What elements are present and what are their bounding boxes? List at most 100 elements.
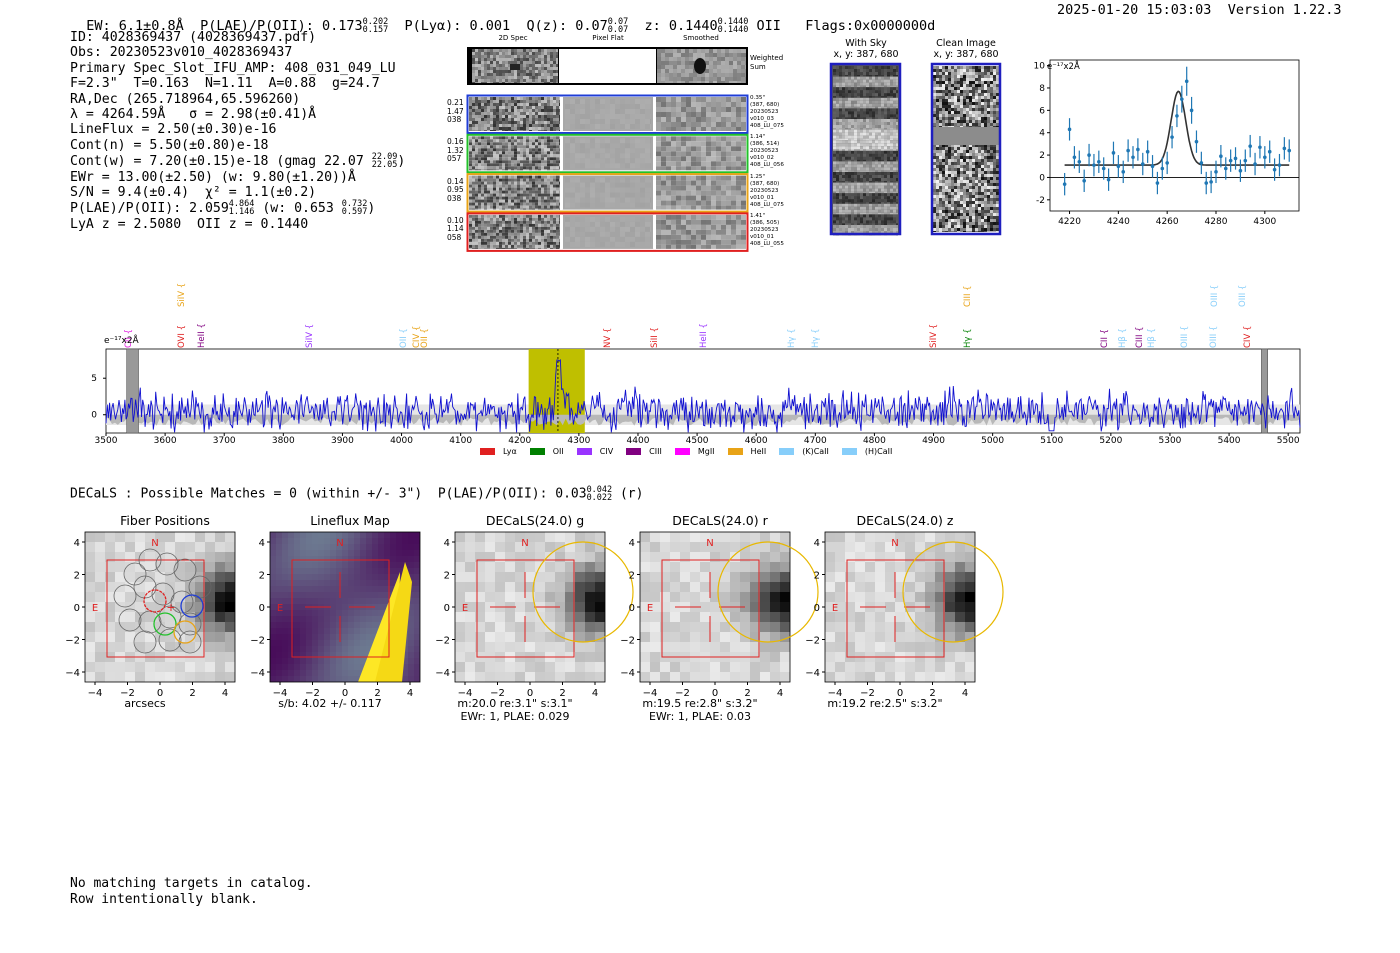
pixel <box>896 161 898 165</box>
pixel <box>842 175 845 178</box>
pixel <box>490 202 493 206</box>
pixel <box>523 208 526 210</box>
pixel <box>848 103 851 107</box>
pixel <box>508 139 511 143</box>
pixel <box>681 224 686 230</box>
pixel <box>686 239 691 245</box>
pixel <box>475 223 478 227</box>
pixel <box>475 175 478 179</box>
pixel <box>630 163 635 169</box>
pixel <box>484 52 487 55</box>
pixel <box>848 153 851 157</box>
pixel <box>665 49 669 53</box>
pixel <box>884 97 887 101</box>
pixel <box>511 58 514 61</box>
pixel <box>872 93 875 97</box>
pixel <box>881 153 884 157</box>
pixel <box>580 153 585 159</box>
pixel <box>535 232 538 236</box>
pixel <box>535 178 538 182</box>
pixel <box>490 73 493 76</box>
pixel <box>496 205 499 209</box>
pixel <box>605 114 610 119</box>
pixel <box>635 177 640 183</box>
pixel <box>502 238 505 242</box>
pixel <box>721 81 725 83</box>
info-plae: P(LAE)/P(OII): 2.0594.864 1.146 (w: 0.653… <box>70 199 376 218</box>
pixel <box>681 214 686 220</box>
pixel <box>535 202 538 206</box>
pixel <box>836 161 839 165</box>
pixel <box>978 117 981 120</box>
pixel <box>842 153 845 157</box>
pixel <box>580 119 585 124</box>
pixel <box>520 238 523 242</box>
pixel <box>505 193 508 197</box>
pixel <box>875 181 878 183</box>
pixel <box>508 217 511 221</box>
pixel <box>878 214 881 218</box>
pixel <box>851 188 854 192</box>
pixel <box>490 190 493 194</box>
pixel <box>620 119 625 124</box>
pixel <box>600 104 605 109</box>
pixel <box>848 90 851 94</box>
pixel <box>630 226 635 232</box>
pixel <box>681 234 686 240</box>
pixel <box>691 219 696 225</box>
pixel <box>842 191 845 194</box>
pixel <box>741 122 746 127</box>
pixel <box>514 232 517 236</box>
pixel <box>717 69 721 73</box>
pixel <box>975 90 978 93</box>
pixel <box>731 185 736 191</box>
clean-image <box>930 62 1002 236</box>
pixel <box>472 73 475 76</box>
pixel <box>605 99 610 104</box>
pixel <box>535 76 538 79</box>
pixel <box>990 105 993 108</box>
pixel <box>893 146 896 150</box>
pixel <box>893 156 896 160</box>
pixel <box>836 146 839 150</box>
pixel <box>987 114 990 117</box>
pixel <box>681 175 686 181</box>
pixel <box>469 235 472 239</box>
pixel <box>948 105 951 108</box>
pixel <box>661 219 666 225</box>
pixel <box>878 167 881 171</box>
cutout-flat-texture <box>565 177 651 208</box>
pixel <box>553 244 556 248</box>
pixel <box>472 136 475 140</box>
pixel <box>893 122 896 125</box>
pixel <box>984 75 987 78</box>
pixel <box>514 142 517 146</box>
pixel <box>671 122 676 127</box>
pixel <box>842 223 845 225</box>
pixel <box>657 73 661 77</box>
pixel <box>878 138 881 141</box>
pixel <box>745 53 746 57</box>
pixel <box>848 188 851 192</box>
pixel <box>478 151 481 155</box>
pixel <box>721 205 726 210</box>
pixel <box>860 161 863 165</box>
pixel <box>969 123 972 126</box>
pixel <box>487 154 490 158</box>
pixel <box>854 181 857 183</box>
pixel <box>969 105 972 108</box>
pixel <box>487 73 490 76</box>
pixel <box>845 143 848 147</box>
pixel <box>484 148 487 152</box>
pixel <box>508 58 511 61</box>
pixel <box>556 169 559 171</box>
pixel <box>661 141 666 147</box>
pixel <box>833 231 836 234</box>
pixel <box>469 247 472 249</box>
pixel <box>541 127 544 130</box>
pixel <box>523 175 526 179</box>
pixel <box>948 114 951 117</box>
pixel <box>590 182 595 188</box>
pixel <box>717 49 721 53</box>
pixel <box>499 217 502 221</box>
